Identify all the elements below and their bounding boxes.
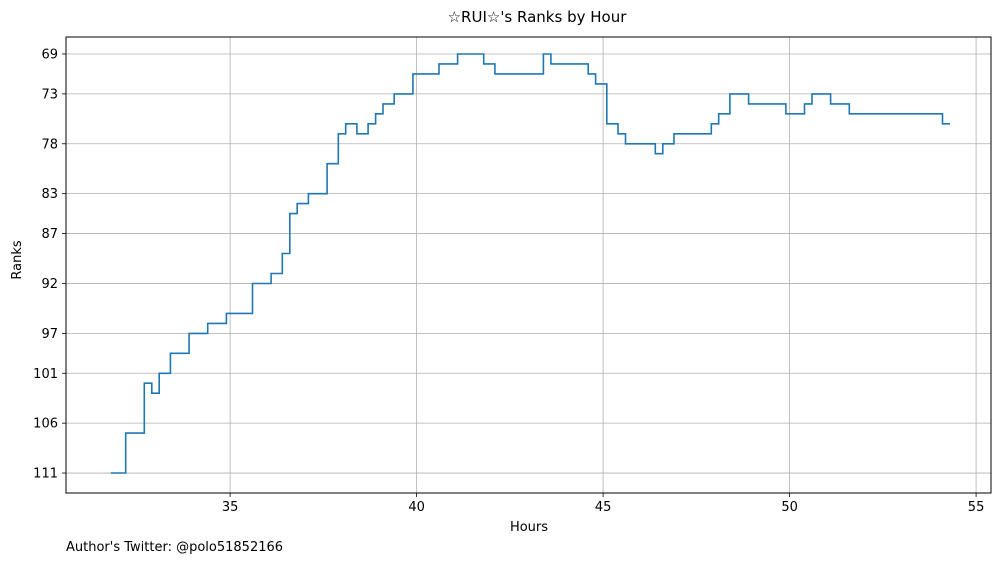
plot-frame (65, 36, 992, 494)
grid (66, 37, 991, 493)
rank-step-line (110, 53, 950, 474)
y-tick-label: 78 (41, 137, 58, 152)
y-tick-label: 106 (33, 417, 58, 432)
x-tick-label: 55 (968, 500, 985, 515)
chart-title: ☆RUI☆'s Ranks by Hour (448, 8, 628, 26)
y-tick-label: 92 (41, 277, 58, 292)
author-twitter-note: Author's Twitter: @polo51852166 (66, 540, 283, 555)
y-tick-label: 87 (41, 227, 58, 242)
x-tick-label: 50 (781, 500, 798, 515)
y-tick-label: 83 (41, 187, 58, 202)
y-tick-label: 69 (41, 47, 58, 62)
y-axis-label: Ranks (10, 240, 25, 279)
x-axis-label: Hours (510, 520, 548, 535)
x-tick-label: 40 (408, 500, 425, 515)
x-tick-label: 35 (222, 500, 239, 515)
y-tick-label: 111 (33, 467, 58, 482)
x-tick-label: 45 (595, 500, 612, 515)
y-tick-label: 101 (33, 367, 58, 382)
y-tick-label: 73 (41, 87, 58, 102)
y-tick-label: 97 (41, 327, 58, 342)
ticks: 35 40 45 50 55 69 73 78 83 87 92 97 101 106 111 (33, 47, 984, 515)
